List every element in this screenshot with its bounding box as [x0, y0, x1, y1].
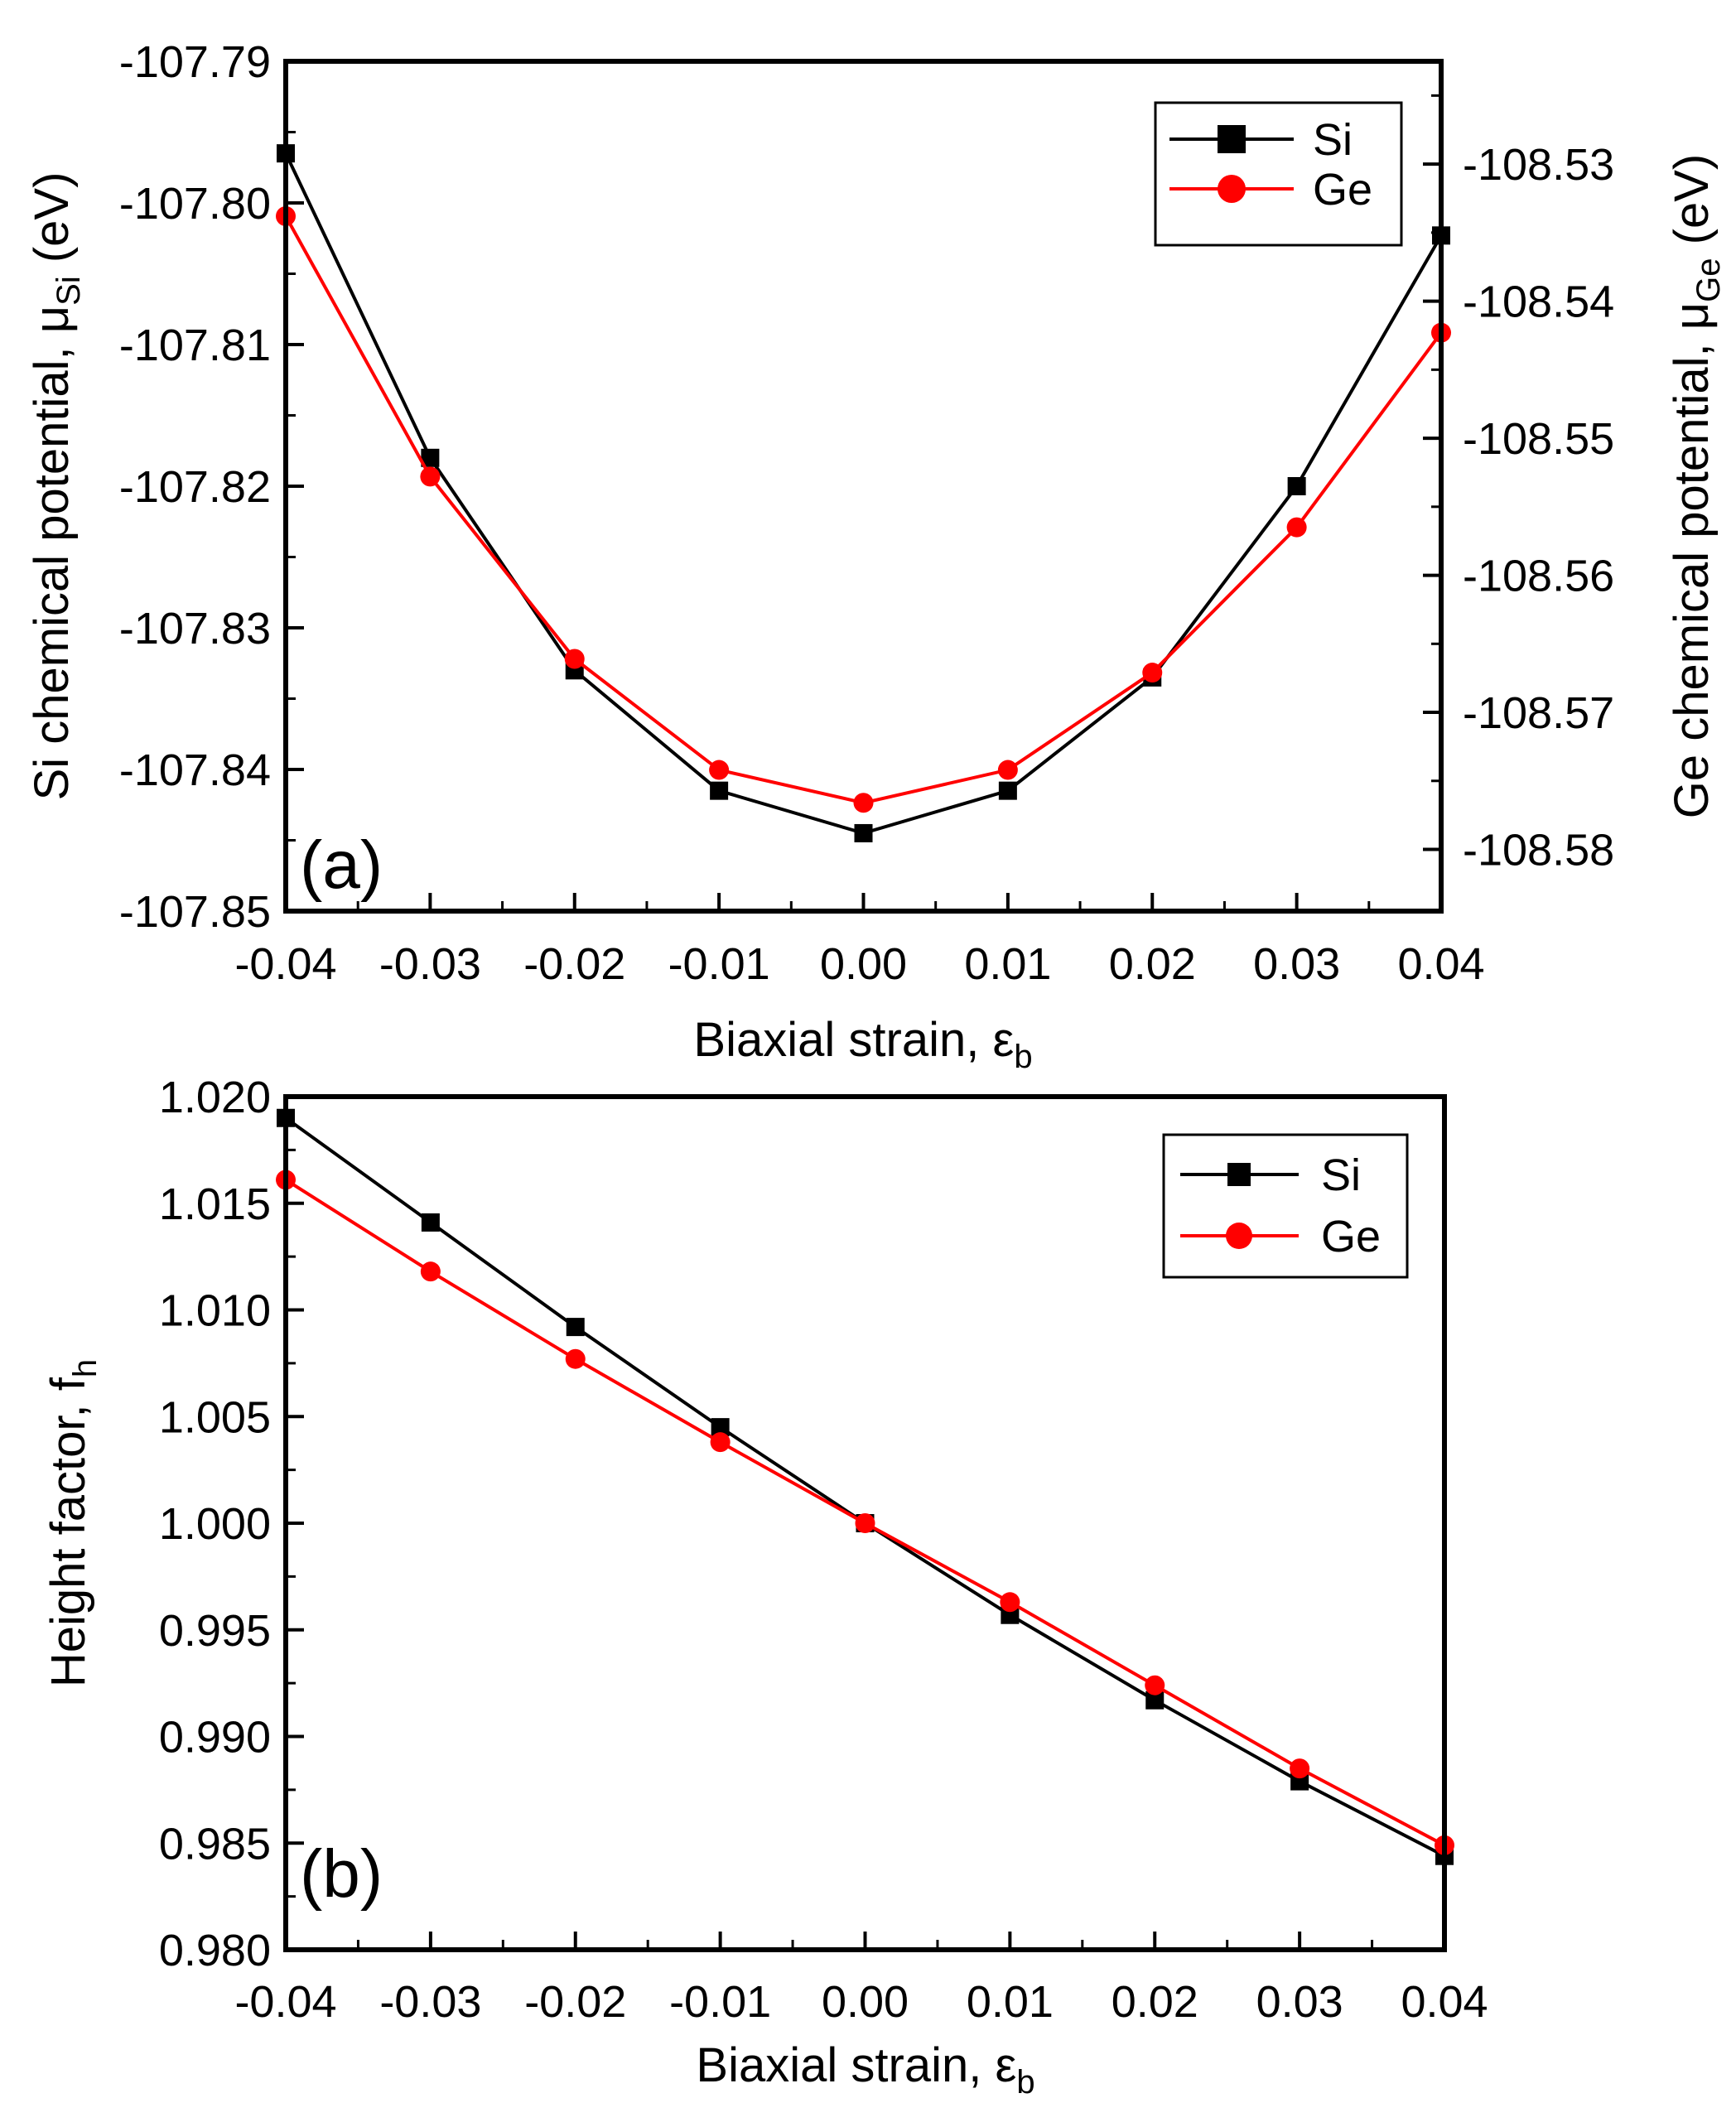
x-tick-label: 0.01 [967, 1977, 1054, 2027]
si-data-point [1287, 477, 1306, 495]
y-tick-label: -107.83 [119, 604, 271, 654]
y-right-tick-label: -108.54 [1463, 277, 1614, 327]
panel-a-ylabel-left: Si chemical potential, μSi (eV) [25, 172, 87, 801]
x-tick-label: 0.01 [964, 939, 1051, 989]
x-tick-label: -0.02 [523, 939, 625, 989]
ge-data-point [1000, 1592, 1020, 1613]
panel-b-ticks-layer: -0.04 -0.03 -0.02 -0.01 0.00 0.01 0.02 0.03 0.04… [159, 1073, 1488, 2027]
y-tick-label: -107.85 [119, 887, 271, 937]
panel-b-legend-ge-label: Ge [1321, 1212, 1381, 1261]
ge-data-point [1145, 1675, 1165, 1695]
x-tick-label: -0.03 [379, 939, 481, 989]
x-tick-label: 0.04 [1401, 1977, 1488, 2027]
x-tick-label: 0.03 [1253, 939, 1340, 989]
ge-series-line [284, 215, 1443, 805]
si-series-line [284, 152, 1443, 836]
y-tick-label: 1.015 [159, 1179, 271, 1229]
y-tick-label: 1.020 [159, 1073, 271, 1122]
panel-b-legend-ge-marker [1226, 1223, 1252, 1249]
ge-data-point [853, 793, 874, 813]
panel-b-legend-box [1162, 1133, 1409, 1279]
y-tick-label: -107.84 [119, 745, 271, 795]
si-data-point [421, 1213, 440, 1232]
x-tick-label: 0.04 [1397, 939, 1484, 989]
x-tick-label: -0.04 [234, 1977, 336, 2027]
panel-b-label: (b) [300, 1836, 383, 1912]
x-tick-label: 0.02 [1109, 939, 1196, 989]
panel-b-legend-si-label: Si [1321, 1150, 1361, 1200]
panel-a-legend-box [1154, 101, 1403, 247]
y-tick-label: 0.995 [159, 1606, 271, 1656]
x-tick-label: -0.01 [669, 1977, 771, 2027]
panel-b-xlabel: Biaxial strain, εb [696, 2038, 1034, 2100]
ge-data-point [997, 760, 1018, 780]
panel-b-legend: Si Ge [1162, 1133, 1409, 1279]
x-tick-label: -0.01 [668, 939, 770, 989]
y-right-tick-label: -108.53 [1463, 140, 1614, 190]
panel-a-legend-ge-marker [1218, 175, 1246, 203]
panel-a-legend-ge-label: Ge [1313, 165, 1372, 215]
ge-data-point [710, 1432, 731, 1453]
y-right-tick-label: -108.56 [1463, 552, 1614, 601]
panel-a-series-layer [276, 144, 1451, 842]
panel-b-ylabel: Height factor, fh [41, 1359, 104, 1687]
si-data-point [566, 1318, 585, 1337]
panel-a-label: (a) [300, 827, 383, 903]
ge-data-point [1142, 663, 1163, 683]
x-tick-label: -0.02 [524, 1977, 626, 2027]
panel-a-legend: Si Ge [1154, 101, 1403, 247]
ge-data-point [855, 1513, 875, 1533]
panel-a-ticks-layer: -0.04 -0.03 -0.02 -0.01 0.00 0.01 0.02 0.03 0.04… [119, 37, 1614, 989]
y-right-tick-label: -108.55 [1463, 414, 1614, 464]
panel-b-chart: -0.04 -0.03 -0.02 -0.01 0.00 0.01 0.02 0.03 0.04… [41, 1073, 1488, 2100]
y-tick-label: -107.81 [119, 321, 271, 370]
si-data-point [1145, 1691, 1165, 1710]
si-data-point [854, 823, 873, 842]
y-tick-label: -107.79 [119, 37, 271, 87]
y-tick-label: 0.990 [159, 1713, 271, 1763]
y-tick-label: 0.985 [159, 1819, 271, 1869]
y-tick-label: -107.82 [119, 462, 271, 512]
ge-series-line [284, 1178, 1445, 1847]
panel-a-legend-si-label: Si [1313, 115, 1353, 165]
panel-b-legend-si-marker [1227, 1163, 1251, 1186]
panel-a-xlabel: Biaxial strain, εb [693, 1013, 1032, 1075]
ge-data-point [420, 1261, 441, 1282]
si-data-point [998, 781, 1017, 800]
panel-a-ylabel-right: Ge chemical potential, μGe (eV) [1665, 154, 1727, 818]
ge-data-point [1286, 517, 1307, 538]
x-tick-label: -0.04 [234, 939, 336, 989]
ge-data-point [420, 466, 441, 487]
ge-data-point [565, 1348, 586, 1369]
y-tick-label: -107.80 [119, 179, 271, 229]
panel-a-chart: -0.04 -0.03 -0.02 -0.01 0.00 0.01 0.02 0.03 0.04… [25, 37, 1727, 1075]
si-data-point [711, 1418, 730, 1437]
y-tick-label: 1.010 [159, 1286, 271, 1336]
y-right-tick-label: -108.58 [1463, 826, 1614, 875]
y-tick-label: 1.000 [159, 1499, 271, 1549]
x-tick-label: 0.00 [820, 939, 907, 989]
ge-data-point [709, 760, 730, 780]
si-data-point [421, 448, 440, 467]
panel-b-series-layer [276, 1108, 1454, 1865]
panel-a-legend-si-marker [1218, 125, 1246, 153]
y-right-tick-label: -108.57 [1463, 688, 1614, 738]
y-tick-label: 1.005 [159, 1392, 271, 1442]
ge-data-point [564, 649, 585, 669]
x-tick-label: 0.02 [1112, 1977, 1198, 2027]
x-tick-label: 0.03 [1256, 1977, 1343, 2027]
y-tick-label: 0.980 [159, 1926, 271, 1975]
x-tick-label: 0.00 [822, 1977, 909, 2027]
si-data-point [710, 781, 729, 800]
x-tick-label: -0.03 [379, 1977, 481, 2027]
ge-data-point [1290, 1758, 1310, 1779]
